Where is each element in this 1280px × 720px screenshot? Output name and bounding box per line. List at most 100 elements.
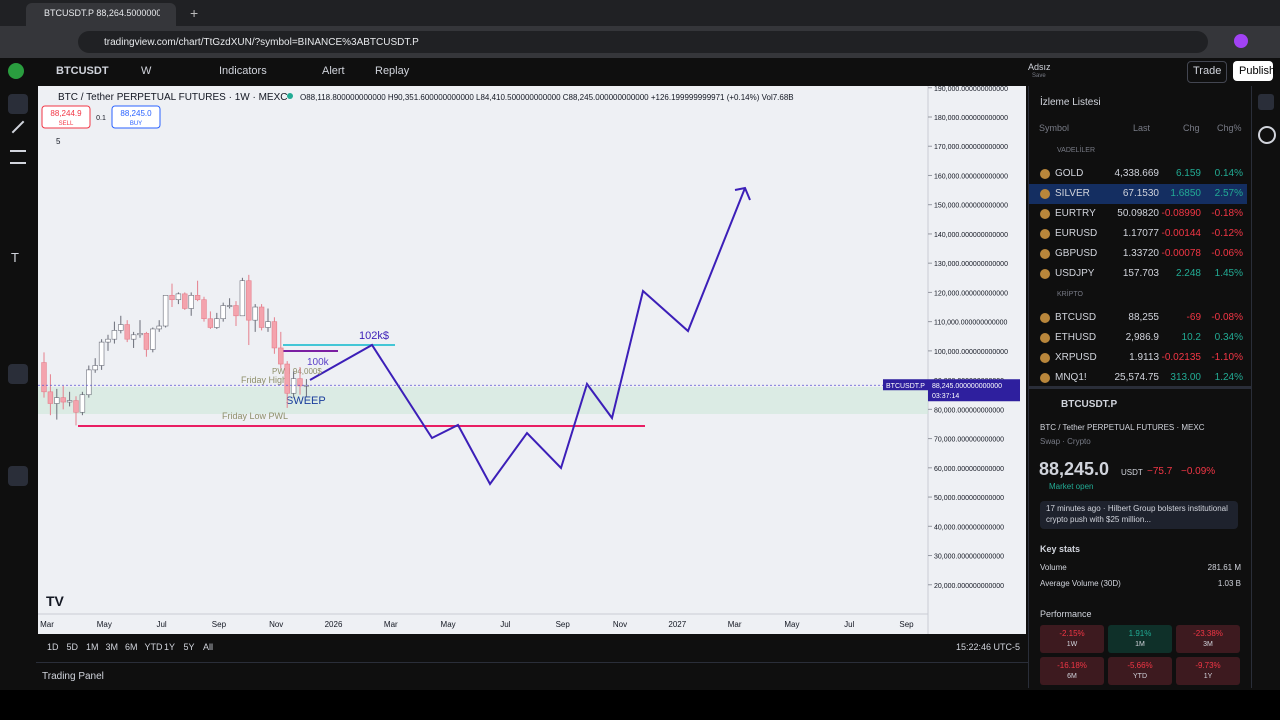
watchlist-symbol: EURUSD xyxy=(1055,228,1098,239)
candle-body xyxy=(201,299,207,320)
legend: BTC / Tether PERPETUAL FUTURES · 1W · ME… xyxy=(41,92,794,609)
watchlist-change: 6.159 xyxy=(1175,168,1201,179)
avatar[interactable] xyxy=(8,63,24,79)
chart: 102k$ 100k SWEEP Friday High PWH 94,000$… xyxy=(38,86,1026,634)
watchlist-row[interactable]: SILVER 67.1530 1.6850 2.57% xyxy=(1029,184,1247,204)
watchlist-row[interactable]: MNQ1! 25,574.75 313.00 1.24% xyxy=(1029,368,1247,388)
alert[interactable]: Alert xyxy=(322,65,345,77)
watchlist-change-pct: -0.18% xyxy=(1211,208,1243,219)
range-button[interactable]: 3M xyxy=(105,642,119,652)
performance-value: 1.91% xyxy=(1128,629,1152,638)
cursor-tool[interactable] xyxy=(8,94,28,114)
symbol-search[interactable]: BTCUSDT xyxy=(56,65,109,77)
candle-body xyxy=(182,293,188,309)
y-tick-label: 170,000.000000000000 xyxy=(934,144,1008,151)
range-button[interactable]: YTD xyxy=(144,642,163,652)
y-tick-label: 180,000.000000000000 xyxy=(934,115,1008,122)
column-header[interactable]: Chg xyxy=(1183,123,1200,133)
candle-body xyxy=(207,318,214,328)
plot: 102k$ 100k SWEEP Friday High PWH 94,000$… xyxy=(38,186,928,486)
trading-panel[interactable]: Trading Panel xyxy=(42,671,104,682)
watchlist-row[interactable]: BTCUSD 88,255 -69 -0.08% xyxy=(1029,308,1247,328)
new-tab[interactable]: + xyxy=(190,5,199,21)
watchlist-title[interactable]: İzleme Listesi xyxy=(1040,97,1101,108)
watchlist-symbol: EURTRY xyxy=(1055,208,1096,219)
watchlist-change: 313.00 xyxy=(1170,372,1201,383)
column-header[interactable]: Chg% xyxy=(1217,123,1242,133)
range-button[interactable]: 5D xyxy=(66,642,79,652)
symbol-icon xyxy=(1040,169,1050,179)
publish-button[interactable] xyxy=(1233,61,1273,81)
performance-value: -16.18% xyxy=(1057,661,1087,670)
trend-tool[interactable] xyxy=(11,120,25,134)
alerts-icon[interactable] xyxy=(1258,126,1276,144)
watchlist-row[interactable]: EURTRY 50.09820 -0.08990 -0.18% xyxy=(1029,204,1247,224)
watchlist-row[interactable]: GOLD 4,338.669 6.159 0.14% xyxy=(1029,164,1247,184)
column-header[interactable]: Last xyxy=(1133,123,1151,133)
watchlist-change-pct: 1.24% xyxy=(1214,372,1243,383)
watchlist-row[interactable]: XRPUSD 1.9113 -0.02135 -1.10% xyxy=(1029,348,1247,368)
lock-tool[interactable] xyxy=(8,466,28,486)
news-card[interactable]: 17 minutes ago · Hilbert Group bolsters … xyxy=(1040,501,1238,529)
candle-body xyxy=(143,333,150,350)
x-tick-label: 2026 xyxy=(325,620,343,629)
watchlist-change: 2.248 xyxy=(1175,268,1201,279)
trade-button[interactable] xyxy=(1187,61,1227,83)
x-tick-label: 2027 xyxy=(668,620,686,629)
replay[interactable]: Replay xyxy=(375,65,410,77)
range-button[interactable]: 1Y xyxy=(164,642,176,652)
watchlist-row[interactable]: ETHUSD 2,986.9 10.2 0.34% xyxy=(1029,328,1247,348)
symbol-icon xyxy=(1040,269,1050,279)
watchlist-symbol: ETHUSD xyxy=(1055,332,1097,343)
section-label[interactable]: KRİPTO xyxy=(1057,291,1083,298)
range-button[interactable]: 6M xyxy=(125,642,138,652)
y-tick-label: 150,000.000000000000 xyxy=(934,203,1008,210)
candle-body xyxy=(265,321,271,328)
save[interactable]: Save xyxy=(1032,73,1046,79)
candle-body xyxy=(73,400,79,413)
range-button[interactable]: 5Y xyxy=(183,642,195,652)
sell-button[interactable] xyxy=(41,105,91,129)
range-button[interactable]: 1M xyxy=(86,642,99,652)
separator xyxy=(1029,386,1251,389)
section-label[interactable]: VADELİLER xyxy=(1057,147,1095,154)
x-tick-label: Nov xyxy=(269,620,283,629)
y-tick-label: 70,000.000000000000 xyxy=(934,437,1004,444)
indicator-count[interactable]: 5 xyxy=(56,137,61,146)
address-bar[interactable] xyxy=(78,31,1208,53)
detail-currency: USDT xyxy=(1121,468,1143,477)
detail-change-pct: −0.09% xyxy=(1181,466,1216,477)
interval[interactable]: W xyxy=(141,65,152,77)
profile[interactable] xyxy=(1234,34,1248,48)
x-tick-label: Mar xyxy=(384,620,398,629)
candle-body xyxy=(66,400,73,403)
candle-body xyxy=(214,318,220,328)
tab-title: BTCUSDT.P 88,264.5000000000… xyxy=(44,8,160,18)
tab[interactable] xyxy=(26,3,176,26)
range-button[interactable]: All xyxy=(203,642,214,652)
buy-button[interactable] xyxy=(111,105,161,129)
candle-body xyxy=(137,333,143,336)
watchlist-icon[interactable] xyxy=(1258,94,1274,110)
range-button[interactable]: 1D xyxy=(47,642,59,652)
watchlist-last: 67.1530 xyxy=(1122,188,1159,199)
watchlist-row[interactable]: EURUSD 1.17077 -0.00144 -0.12% xyxy=(1029,224,1247,244)
watchlist-change: -0.02135 xyxy=(1161,352,1201,363)
column-header[interactable]: Symbol xyxy=(1039,123,1070,133)
watchlist-last: 2,986.9 xyxy=(1125,332,1159,343)
symbol-icon xyxy=(1040,353,1050,363)
fib-tool[interactable] xyxy=(10,150,26,164)
candle-body xyxy=(252,306,258,321)
x-tick-label: Jul xyxy=(156,620,166,629)
trading-panel-bar: Trading Panel xyxy=(36,662,1028,689)
watchlist-row[interactable]: GBPUSD 1.33720 -0.00078 -0.06% xyxy=(1029,244,1247,264)
watchlist-row[interactable]: USDJPY 157.703 2.248 1.45% xyxy=(1029,264,1247,284)
last-price-label: 88,245.000000000000 xyxy=(932,383,1002,390)
candle-body xyxy=(169,295,175,301)
annotation: 102k$ xyxy=(359,330,389,342)
layout-name[interactable]: Adsız xyxy=(1028,62,1051,72)
candle-body xyxy=(162,295,169,327)
indicators[interactable]: Indicators xyxy=(219,65,267,77)
text-tool[interactable]: T xyxy=(11,250,19,265)
magnet-tool[interactable] xyxy=(8,364,28,384)
